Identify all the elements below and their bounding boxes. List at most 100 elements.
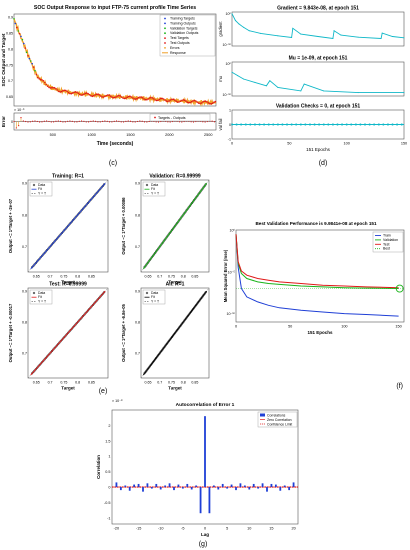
chart-e-xtick: 0.65 (145, 381, 152, 385)
chart-e-data-point (180, 323, 183, 326)
chart-c-data-point (55, 87, 57, 90)
chart-e-panel-ylabel: Output ~= 1*Target + -6.8e-05 (121, 303, 126, 361)
chart-e-data-point (34, 368, 38, 371)
chart-d-mu-point (323, 90, 325, 92)
chart-d-ytick: 1 (229, 109, 231, 113)
chart-c-data-point (192, 100, 194, 102)
chart-e-data-point (183, 211, 186, 215)
chart-e-data-point (42, 359, 45, 362)
chart-c-data-point (23, 42, 25, 45)
chart-d: Gradient = 9.843e-08, at epoch 151 gradie… (218, 6, 407, 153)
chart-c-data-point (213, 101, 215, 103)
chart-c-data-point (116, 95, 119, 97)
chart-e-data-point (81, 314, 85, 318)
chart-e-data-point (69, 221, 72, 225)
chart-e-data-point (159, 351, 162, 354)
chart-e-data-point (192, 306, 196, 309)
chart-c-data-point (17, 30, 20, 32)
chart-g-xtick: -10 (158, 527, 164, 531)
chart-c-legend-label: Response (170, 51, 186, 55)
chart-e-data-point (33, 369, 36, 372)
chart-c-data-point (158, 98, 161, 101)
chart-d-mu-point (277, 87, 279, 88)
chart-d-panel-ylabel: mu (218, 75, 223, 81)
chart-c-error-point (94, 120, 97, 122)
chart-e-xtick: 0.85 (88, 381, 95, 385)
chart-g-bar (252, 483, 255, 488)
chart-g-bar (239, 483, 242, 488)
chart-c-data-point (155, 99, 158, 102)
chart-c-data-point (169, 99, 172, 101)
chart-c-ytick: 0.7 (8, 79, 13, 83)
chart-c-data-point (126, 96, 129, 98)
chart-g-bar (292, 482, 295, 488)
chart-c-data-point (42, 80, 45, 82)
chart-e-data-point (71, 218, 75, 222)
chart-c-data-point (62, 90, 64, 92)
chart-d-valfail-point (258, 123, 261, 126)
chart-e-legend-label: Y = T (38, 191, 46, 195)
chart-c-error-point (190, 121, 192, 123)
chart-e-data-point (75, 214, 78, 217)
chart-c-data-point (67, 91, 70, 94)
chart-g-bar (164, 485, 167, 488)
chart-c-error-point (78, 120, 80, 122)
chart-d-valfail-point (272, 123, 275, 126)
chart-d-mu-line (231, 71, 404, 94)
chart-g-xtick: 20 (291, 527, 295, 531)
chart-c-error-point (22, 120, 24, 122)
chart-e-data-point (89, 198, 92, 202)
chart-g-bar (190, 487, 193, 490)
chart-c-data-point (200, 102, 203, 104)
chart-e-data-point (190, 201, 194, 205)
chart-e-data-point (48, 352, 51, 355)
chart-e-data-point (160, 243, 163, 246)
chart-g-ytick: -1 (107, 516, 110, 520)
chart-c-data-point (78, 93, 81, 96)
chart-g-bar (168, 483, 171, 488)
chart-c-data-point (136, 97, 138, 100)
chart-c-data-point (88, 94, 91, 96)
chart-d-mu-point (254, 81, 256, 83)
chart-g-bar (279, 487, 282, 491)
chart-c-data-point (127, 95, 130, 98)
chart-c-error-point (167, 121, 169, 123)
chart-d-ytick: 10⁰ (226, 12, 232, 16)
chart-e-data-point (102, 183, 106, 186)
chart-e-ytick: 0.7 (135, 245, 140, 249)
chart-e-legend-box (29, 289, 53, 305)
chart-d-valfail-point (235, 123, 238, 126)
chart-d-mu-point (403, 92, 405, 94)
chart-c-error-point (85, 121, 87, 123)
chart-c-data-point (27, 55, 29, 57)
chart-e-data-point (68, 223, 71, 226)
chart-e-data-point (200, 189, 203, 192)
chart-c-error-point (43, 120, 45, 122)
chart-g-ytick: -0.5 (104, 501, 111, 505)
chart-c-data-point (91, 95, 94, 97)
chart-e-data-point (65, 333, 69, 336)
chart-e-data-point (192, 198, 196, 202)
chart-e-data-point (160, 349, 163, 353)
chart-e-ytick: 0.9 (22, 182, 27, 186)
chart-e-data-point (84, 312, 87, 315)
chart-c-error-point (129, 120, 132, 122)
chart-c-data-point (37, 76, 39, 79)
chart-c-error-point (106, 120, 108, 122)
chart-e-data-point (95, 191, 98, 195)
chart-g-bar (137, 483, 140, 488)
chart-c-data-point (80, 94, 82, 96)
chart-d-gradient-point (392, 35, 394, 37)
chart-e-data-point (32, 370, 35, 374)
chart-c-legend-marker (164, 47, 166, 49)
chart-c-error-point (39, 121, 41, 123)
chart-d-valfail-point (313, 123, 316, 126)
chart-e-data-point (150, 256, 154, 259)
chart-c-data-point (20, 35, 22, 38)
chart-c-error-point (46, 120, 48, 122)
chart-f-xtick: 150 (395, 325, 401, 329)
chart-d-valfail-point (267, 123, 270, 126)
chart-c-data-point (147, 98, 150, 100)
chart-e-data-point (39, 362, 42, 365)
chart-e-xtick: 0.85 (88, 275, 95, 279)
